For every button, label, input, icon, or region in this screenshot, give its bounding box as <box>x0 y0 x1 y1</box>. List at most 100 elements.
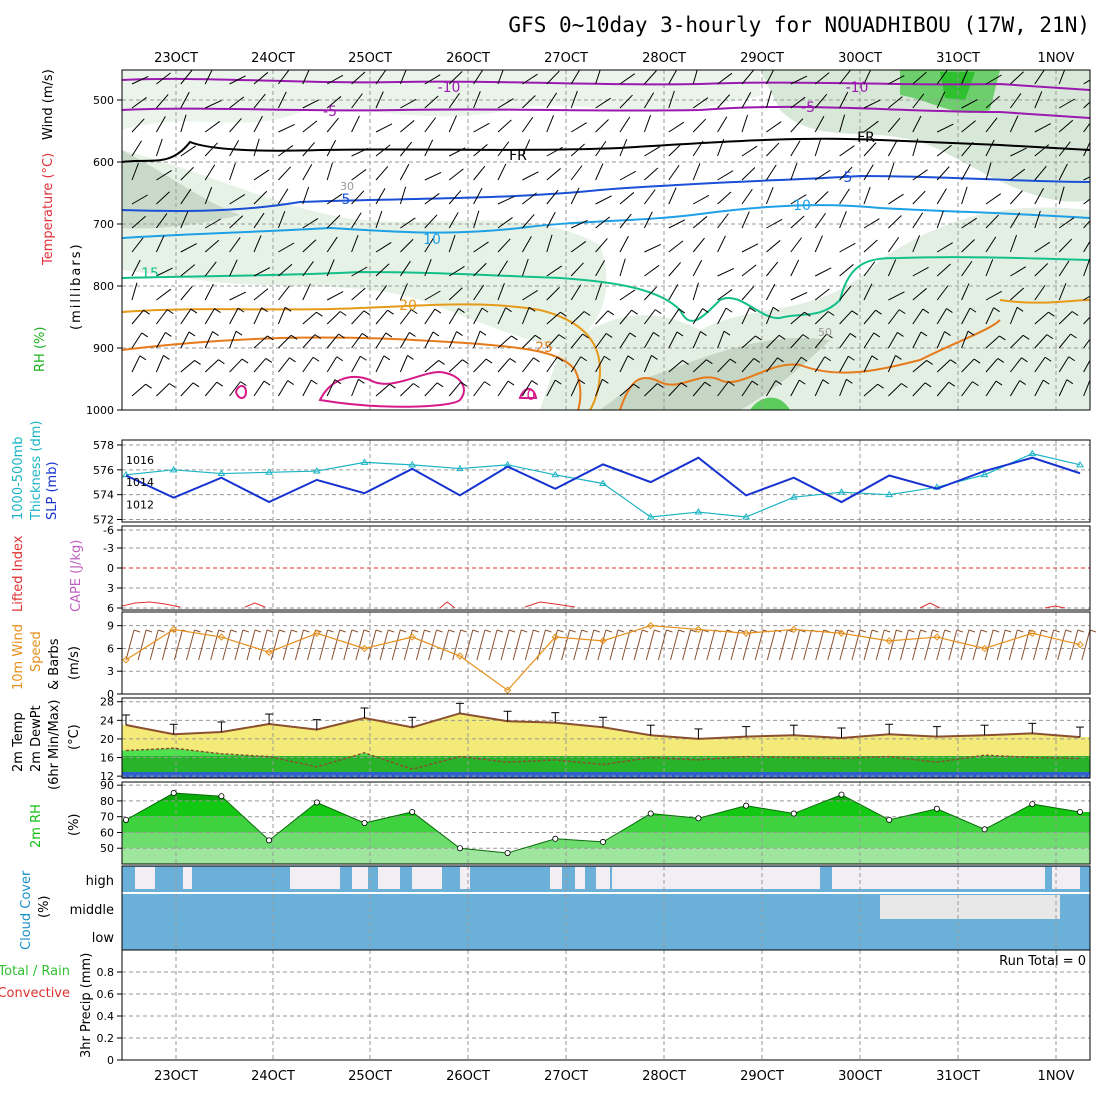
wind-barb-flag <box>605 333 613 338</box>
wind-barb <box>936 263 951 277</box>
wind-barb-flag <box>924 382 932 388</box>
wind-barb <box>790 237 803 253</box>
wind-speed-point <box>980 644 989 653</box>
wind-barb-flag <box>678 308 686 314</box>
wind-barb-flag <box>873 332 881 338</box>
wind10m-barb-flag <box>847 629 855 633</box>
wind-barb <box>497 119 512 133</box>
wind-barb <box>326 96 342 109</box>
wind-barb <box>521 116 534 133</box>
wind10m-barb-flag <box>956 629 963 633</box>
wind-barb <box>424 290 441 301</box>
wind-barb <box>1034 334 1048 349</box>
wind-barb <box>204 283 214 301</box>
wind-barb <box>253 380 265 397</box>
bottom-date-label: 29OCT <box>740 1069 784 1084</box>
cloud-level-label: high <box>86 874 114 889</box>
wind-barb <box>1009 380 1021 397</box>
wind-barb-flag <box>188 331 196 337</box>
wind-barb <box>1083 295 1090 301</box>
wind-barb <box>1034 356 1046 373</box>
wind-barb-flag <box>702 308 709 313</box>
wind-panel-frame <box>121 611 1091 695</box>
wind-barb <box>473 70 484 85</box>
contour-label: FR <box>857 130 875 146</box>
wind-barb <box>985 193 1002 205</box>
wind-barb-flag <box>995 380 1003 386</box>
wind-barb <box>1010 147 1027 157</box>
thickness-point <box>456 464 464 472</box>
wind-barb-flag <box>895 355 902 360</box>
wind-barb <box>717 289 733 301</box>
wind10m-barb <box>839 629 849 661</box>
wind-barb <box>253 335 268 349</box>
wind-barb <box>204 239 220 253</box>
wind-barb-flag <box>997 357 1005 363</box>
wind-barb <box>888 309 900 325</box>
wind-barb <box>692 163 701 181</box>
wind10m-barb <box>621 629 631 661</box>
wind-barb <box>278 357 290 373</box>
top-date-label: 1NOV <box>1038 51 1075 66</box>
wind-barb <box>473 91 481 109</box>
cloud-level-label: middle <box>70 903 114 918</box>
ylabel-temp2m-3: (6hr Min/Max) <box>47 700 62 790</box>
wind-barb <box>570 219 588 229</box>
wind-barb <box>302 218 319 229</box>
wind-barb <box>399 186 407 205</box>
wind-barb <box>668 90 675 109</box>
rh-markers <box>123 790 1084 856</box>
wind-barb <box>400 217 416 229</box>
wind-barb-flag <box>749 307 756 313</box>
wind-barb-flag <box>1042 379 1050 385</box>
bottom-date-label: 26OCT <box>446 1069 490 1084</box>
wind-barb-flag <box>141 332 149 338</box>
wind-barb <box>595 282 602 301</box>
wind10m-barb <box>561 629 571 661</box>
wind-barb-flag <box>993 307 1000 313</box>
wind-barb <box>522 214 535 229</box>
dewpoint-series-line <box>125 747 1081 770</box>
wind10m-barb-flag <box>291 629 298 633</box>
wind-barb <box>1034 379 1044 397</box>
wind-barb <box>643 114 652 133</box>
wind-barb <box>619 213 632 229</box>
wind-barb-flag <box>290 334 298 340</box>
wind-barb <box>936 285 949 301</box>
wind-barb <box>595 97 611 109</box>
wind-barb <box>351 190 365 205</box>
wind-barb-flag <box>1068 356 1076 362</box>
precip-tick-label: 0.8 <box>97 966 115 979</box>
wind-barb <box>448 266 465 277</box>
wind-barb-flag <box>682 360 689 365</box>
pressure-tick-label: 800 <box>93 280 114 293</box>
rh-grid <box>122 782 1090 864</box>
wind-barb <box>936 381 950 397</box>
wind-barb <box>570 143 585 157</box>
wind-barb-flag <box>556 356 564 362</box>
wind-barb <box>717 72 733 85</box>
wind-speed-point <box>169 625 178 634</box>
wind-barb <box>985 74 1002 85</box>
rh-point <box>1077 808 1084 815</box>
wind-barb <box>522 171 539 181</box>
wind10m-barb <box>294 629 304 661</box>
lifted-index-trace-1 <box>121 601 181 608</box>
rh-point <box>409 808 416 815</box>
wind-barb <box>839 91 849 109</box>
wind-barb <box>692 259 703 277</box>
wind-speed-point <box>694 625 703 634</box>
wind10m-barb-flag <box>254 629 262 633</box>
wind-barb <box>424 382 438 397</box>
wind-barb <box>985 290 1002 301</box>
wind-barb <box>644 189 656 205</box>
wind-speed-point <box>885 637 893 645</box>
wind10m-barb-flag <box>750 629 758 633</box>
wind-barb-flag <box>361 333 369 338</box>
wind-barb <box>522 290 538 301</box>
wind-barb-flag <box>631 309 638 315</box>
wind-barb <box>741 167 756 181</box>
precip-tick-label: 0.6 <box>97 988 115 1001</box>
wind10m-barb-flag <box>557 629 564 633</box>
wind-barb <box>546 334 560 349</box>
